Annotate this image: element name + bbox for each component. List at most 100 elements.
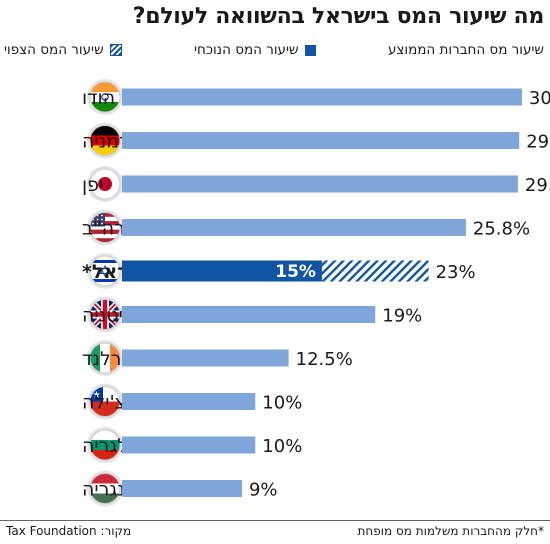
legend-swatch-current	[304, 44, 316, 56]
flag-outline	[89, 473, 121, 504]
india-flag	[87, 79, 123, 115]
legend-item-average: שיעור מס החברות הממוצע	[388, 42, 544, 58]
bar	[122, 480, 242, 497]
flag-outline	[89, 125, 121, 156]
flag-outline	[89, 81, 121, 113]
flag-stripe	[90, 233, 120, 239]
flag-stripe	[90, 229, 120, 235]
bar	[122, 219, 466, 236]
flag-star-tri	[99, 264, 111, 274]
flag-graphic	[90, 82, 120, 112]
bar	[122, 306, 376, 323]
flag-graphic	[90, 169, 120, 199]
bar-value-label: 29.7%	[525, 175, 550, 196]
bar	[122, 393, 256, 410]
flag-graphic	[90, 473, 120, 504]
flag-red	[90, 401, 120, 417]
flag-stripe	[90, 260, 120, 263]
hungary-flag	[87, 470, 123, 507]
flag-star	[101, 214, 103, 217]
flag-outline	[89, 386, 121, 417]
flag-stripe	[90, 440, 120, 451]
flag-star	[101, 222, 103, 225]
flag-wheel	[101, 93, 109, 101]
flag-stripe	[100, 343, 111, 373]
flag-graphic	[90, 386, 120, 417]
flag-star-tri	[99, 268, 111, 278]
bar	[122, 88, 522, 106]
flag-stripe	[90, 102, 120, 112]
flag-outline	[89, 255, 121, 287]
flag-outline	[89, 429, 121, 461]
bar-row: ארה"ב 25.8%	[82, 209, 530, 246]
flag-stripe	[90, 82, 120, 93]
flag-outline	[89, 212, 121, 243]
flag-stripe	[90, 473, 120, 484]
ireland-flag	[87, 340, 123, 376]
flag-outline	[89, 342, 121, 374]
bar-row: הודו 30%	[82, 79, 550, 115]
flag-stripe	[90, 238, 120, 243]
bar-row: בולגריה 10%	[82, 427, 302, 463]
legend-label-average: שיעור מס החברות הממוצע	[387, 42, 544, 58]
flag-stripe	[90, 430, 120, 441]
footer-divider	[0, 520, 550, 521]
bar-value-label: 10%	[262, 393, 302, 414]
flag-stripe	[90, 145, 120, 156]
bar-expected-hatched	[321, 260, 429, 282]
bar-row: בריטניה 19%	[82, 296, 422, 333]
bar-row: אירלנד 12.5%	[82, 340, 353, 376]
flag-graphic	[90, 256, 120, 286]
bar-value-label: 29.8%	[526, 132, 550, 153]
flag-stripe	[90, 493, 120, 504]
legend-label-expected: שיעור המס הצפוי	[4, 42, 104, 58]
flag-graphic	[90, 343, 120, 373]
bar	[122, 175, 518, 193]
flag-star	[93, 391, 100, 398]
chart-title: מה שיעור המס בישראל בהשוואה לעולם?	[132, 4, 545, 29]
usa-flag	[87, 209, 123, 246]
legend-label-current: שיעור המס הנוכחי	[194, 42, 299, 58]
bar-chart: הודו30%גרמניה29.8%יפן29.7%ארה"ב25.8%ישרא…	[82, 79, 550, 507]
flag-outline	[89, 299, 121, 330]
bar	[122, 436, 256, 454]
flag-stripe	[90, 92, 120, 103]
bar-value-label: 23%	[436, 262, 476, 283]
category-label: צ'ילה	[82, 392, 126, 414]
flag-graphic	[90, 430, 120, 460]
flag-stripe	[90, 483, 120, 494]
legend-item-expected: שיעור המס הצפוי	[4, 42, 122, 58]
bar-value-label: 12.5%	[296, 349, 353, 370]
bulgaria-flag	[87, 427, 123, 463]
israel-flag	[87, 253, 123, 289]
flag-graphic	[90, 299, 120, 330]
bar	[122, 132, 520, 149]
japan-flag	[87, 166, 123, 202]
chile-flag	[87, 383, 123, 420]
flag-stripe	[90, 135, 120, 146]
flag-stripe	[90, 279, 120, 282]
legend-item-current: שיעור המס הנוכחי	[194, 42, 316, 58]
bar-row: צ'ילה 10%	[82, 383, 302, 420]
bar-current	[122, 260, 322, 282]
bar-current-label: 15%	[275, 262, 316, 282]
source-note: מקור: Tax Foundation	[6, 524, 132, 538]
bar-value-label: 19%	[382, 306, 422, 327]
flag-disc	[98, 177, 112, 191]
flag-star	[92, 222, 94, 225]
flag-stripe	[110, 343, 120, 373]
flag-stripe	[90, 343, 101, 373]
flag-star	[101, 218, 103, 221]
flag-stripe	[90, 125, 120, 136]
category-label: הודו	[82, 87, 115, 109]
flag-star	[96, 218, 99, 221]
bar-value-label: 10%	[262, 436, 302, 457]
uk-flag	[87, 296, 123, 333]
flag-star	[96, 222, 99, 225]
chart-footer: מקור: Tax Foundation *חלק מהחברות משלמות…	[6, 524, 544, 542]
flag-stripe	[90, 450, 120, 460]
footnote: *חלק מהחברות משלמות מס מופחת	[357, 524, 545, 538]
flag-stripe	[90, 225, 120, 231]
